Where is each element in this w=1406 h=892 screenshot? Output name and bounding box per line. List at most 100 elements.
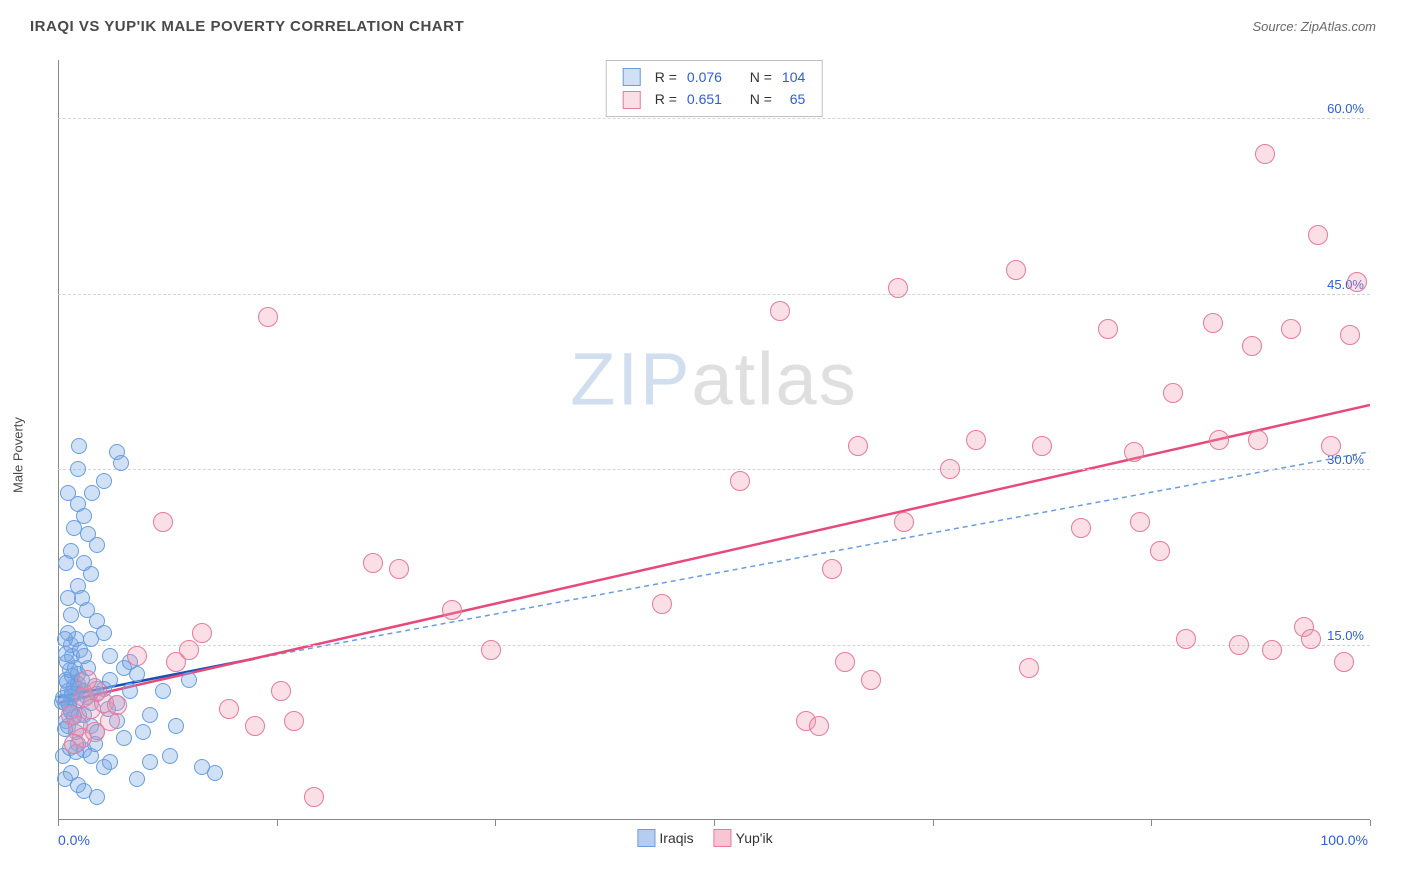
legend-row-iraqis: R = 0.076 N = 104: [619, 67, 810, 87]
data-point: [1032, 436, 1052, 456]
plot-area: ZIPatlas R = 0.076 N = 104 R = 0.651: [58, 60, 1370, 820]
x-tick: [1370, 820, 1371, 826]
series-legend: Iraqis Yup'ik: [627, 829, 782, 850]
data-point: [63, 607, 79, 623]
data-point: [85, 722, 105, 742]
gridline-label: 60.0%: [1327, 101, 1364, 116]
source-attribution: Source: ZipAtlas.com: [1252, 19, 1376, 34]
data-point: [113, 455, 129, 471]
data-point: [442, 600, 462, 620]
legend-swatch: [637, 829, 655, 847]
x-tick: [277, 820, 278, 826]
data-point: [129, 771, 145, 787]
trend-line: [255, 452, 1370, 659]
x-tick: [1151, 820, 1152, 826]
r-label: R =: [651, 89, 681, 109]
x-axis-max-label: 100.0%: [1321, 832, 1368, 848]
data-point: [1019, 658, 1039, 678]
data-point: [1150, 541, 1170, 561]
data-point: [363, 553, 383, 573]
data-point: [84, 485, 100, 501]
data-point: [258, 307, 278, 327]
data-point: [142, 754, 158, 770]
data-point: [1347, 272, 1367, 292]
n-value-iraqis: 104: [778, 67, 809, 87]
correlation-table: R = 0.076 N = 104 R = 0.651 N = 65: [617, 65, 812, 112]
chart-title: IRAQI VS YUP'IK MALE POVERTY CORRELATION…: [30, 18, 464, 35]
data-point: [162, 748, 178, 764]
trend-line: [58, 405, 1370, 703]
data-point: [284, 711, 304, 731]
data-point: [76, 648, 92, 664]
data-point: [1130, 512, 1150, 532]
data-point: [1163, 383, 1183, 403]
legend-label: Yup'ik: [736, 830, 773, 846]
data-point: [1209, 430, 1229, 450]
legend-item: Yup'ik: [714, 829, 773, 847]
data-point: [940, 459, 960, 479]
data-point: [179, 640, 199, 660]
gridline-h: 15.0%: [58, 645, 1370, 646]
data-point: [652, 594, 672, 614]
data-point: [135, 724, 151, 740]
data-point: [245, 716, 265, 736]
data-point: [966, 430, 986, 450]
data-point: [304, 787, 324, 807]
correlation-legend: R = 0.076 N = 104 R = 0.651 N = 65: [606, 60, 823, 117]
data-point: [102, 648, 118, 664]
legend-swatch: [714, 829, 732, 847]
x-tick: [714, 820, 715, 826]
data-point: [1176, 629, 1196, 649]
legend-row-yupik: R = 0.651 N = 65: [619, 89, 810, 109]
r-label: R =: [651, 67, 681, 87]
data-point: [155, 683, 171, 699]
data-point: [770, 301, 790, 321]
y-axis-label: Male Poverty: [11, 417, 26, 493]
data-point: [64, 734, 84, 754]
data-point: [730, 471, 750, 491]
data-point: [116, 730, 132, 746]
data-point: [127, 646, 147, 666]
n-value-yupik: 65: [778, 89, 809, 109]
data-point: [835, 652, 855, 672]
watermark-zip: ZIP: [570, 338, 691, 421]
data-point: [77, 670, 97, 690]
chart-container: Male Poverty ZIPatlas R = 0.076 N = 104 …: [30, 50, 1380, 860]
data-point: [822, 559, 842, 579]
data-point: [219, 699, 239, 719]
data-point: [142, 707, 158, 723]
data-point: [1248, 430, 1268, 450]
data-point: [1229, 635, 1249, 655]
legend-label: Iraqis: [659, 830, 693, 846]
gridline-label: 15.0%: [1327, 628, 1364, 643]
data-point: [107, 695, 127, 715]
data-point: [71, 438, 87, 454]
data-point: [1340, 325, 1360, 345]
watermark-atlas: atlas: [691, 338, 857, 421]
data-point: [1124, 442, 1144, 462]
data-point: [861, 670, 881, 690]
data-point: [848, 436, 868, 456]
data-point: [1334, 652, 1354, 672]
data-point: [80, 526, 96, 542]
data-point: [1301, 629, 1321, 649]
data-point: [57, 631, 73, 647]
swatch-yupik: [623, 91, 641, 109]
n-label: N =: [746, 89, 776, 109]
data-point: [60, 485, 76, 501]
gridline-h: 30.0%: [58, 469, 1370, 470]
data-point: [894, 512, 914, 532]
data-point: [1308, 225, 1328, 245]
data-point: [60, 590, 76, 606]
trend-lines: [58, 60, 1370, 820]
x-tick: [933, 820, 934, 826]
data-point: [96, 473, 112, 489]
data-point: [271, 681, 291, 701]
data-point: [1203, 313, 1223, 333]
watermark: ZIPatlas: [570, 337, 857, 422]
chart-header: IRAQI VS YUP'IK MALE POVERTY CORRELATION…: [0, 0, 1406, 41]
data-point: [1242, 336, 1262, 356]
data-point: [1071, 518, 1091, 538]
data-point: [70, 461, 86, 477]
data-point: [1281, 319, 1301, 339]
